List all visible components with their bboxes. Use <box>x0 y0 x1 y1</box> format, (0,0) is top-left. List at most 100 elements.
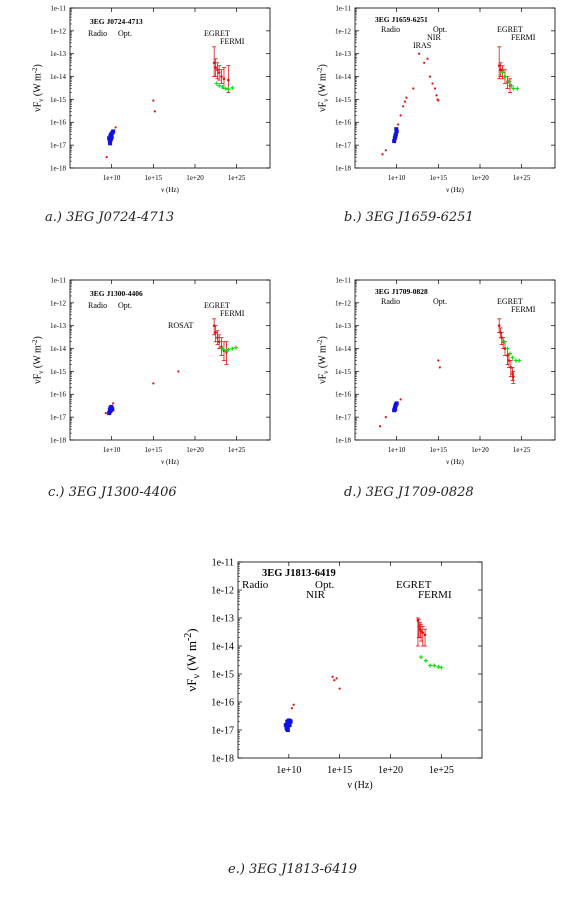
y-tick-label: 1e-14 <box>50 345 66 353</box>
x-axis-label: ν (Hz) <box>161 186 179 194</box>
egret-point <box>212 61 216 65</box>
y-tick-label: 1e-17 <box>50 414 66 422</box>
other-point <box>333 679 336 682</box>
other-point <box>114 126 117 129</box>
radio-point <box>394 127 399 132</box>
egret-point <box>512 375 515 378</box>
y-tick-label: 1e-13 <box>50 50 66 58</box>
egret-point <box>220 75 223 78</box>
y-tick-label: 1e-12 <box>335 27 351 35</box>
other-point <box>438 366 441 369</box>
band-label-egret: EGRET <box>204 29 230 38</box>
x-tick-label: 1e+20 <box>186 446 204 454</box>
other-point <box>381 153 384 156</box>
other-point <box>405 96 408 99</box>
band-label-opt: Opt. <box>315 579 335 591</box>
band-label-egret: EGRET <box>497 25 523 34</box>
chart-title: 3EG J1813-6419 <box>262 568 336 579</box>
egret-point <box>419 629 423 633</box>
chart-svg-d: 1e-11 1e-12 1e-13 1e-14 1e-15 1e-16 1e-17 1e-18… <box>316 276 556 466</box>
chart-title: 3EG J1300-4406 <box>90 289 143 298</box>
radio-point <box>108 141 113 146</box>
band-label-opt: Opt. <box>118 301 132 310</box>
radio-point <box>109 132 114 137</box>
x-axis-label: ν (Hz) <box>446 458 464 466</box>
egret-point <box>423 633 427 637</box>
y-tick-label: 1e-12 <box>50 299 66 307</box>
y-tick-label: 1e-17 <box>335 414 351 422</box>
radio-point <box>287 718 292 723</box>
caption-c: c.) 3EG J1300-4406 <box>48 485 177 500</box>
plot-frame <box>69 7 271 169</box>
other-point <box>428 75 432 78</box>
y-tick-label: 1e-11 <box>50 4 66 12</box>
other-point <box>399 114 402 117</box>
y-tick-label: 1e-14 <box>211 642 234 653</box>
band-label-egret: EGRET <box>396 579 432 591</box>
x-tick-label: 1e+15 <box>430 174 448 182</box>
other-point <box>153 110 156 113</box>
radio-point <box>284 726 289 731</box>
egret-point <box>217 71 221 74</box>
caption-b: b.) 3EG J1659-6251 <box>344 210 474 225</box>
band-label-fermi: FERMI <box>511 305 536 314</box>
other-point <box>104 412 107 415</box>
x-axis-label: ν (Hz) <box>446 186 464 194</box>
radio-point <box>109 135 114 140</box>
other-point <box>384 149 387 152</box>
egret-point <box>227 78 230 82</box>
radio-point <box>393 407 398 412</box>
egret-point <box>503 347 507 350</box>
y-axis-label: νFν (W m-2) <box>183 628 203 691</box>
y-tick-label: 1e-12 <box>211 586 234 597</box>
y-tick-label: 1e-12 <box>335 299 351 307</box>
other-point <box>397 123 400 126</box>
y-tick-label: 1e-16 <box>211 698 234 709</box>
x-tick-label: 1e+15 <box>430 446 448 454</box>
egret-point <box>216 68 219 71</box>
band-label-radio: Radio <box>381 25 400 34</box>
band-label-fermi: FERMI <box>220 309 245 318</box>
y-tick-label: 1e-17 <box>211 726 234 737</box>
radio-point <box>286 723 291 728</box>
other-point <box>435 94 438 97</box>
x-tick-label: 1e+25 <box>513 174 531 182</box>
band-label-radio: Radio <box>381 297 400 306</box>
y-tick-label: 1e-13 <box>50 322 66 330</box>
other-point <box>335 677 338 680</box>
chart-panel-e: 1e-11 1e-12 1e-13 1e-14 1e-15 1e-16 1e-17 1e-18… <box>150 550 490 800</box>
radio-point <box>394 401 399 406</box>
y-tick-label: 1e-11 <box>335 276 351 284</box>
other-point <box>431 82 434 85</box>
band-label-rosat: ROSAT <box>168 321 193 330</box>
band-label-fermi: FERMI <box>220 37 245 46</box>
x-tick-label: 1e+10 <box>103 174 121 182</box>
other-point <box>177 370 180 373</box>
other-point <box>418 52 421 55</box>
y-tick-label: 1e-11 <box>335 4 351 12</box>
other-point <box>338 687 341 690</box>
plot-frame <box>237 561 483 759</box>
radio-point <box>283 723 288 728</box>
x-tick-label: 1e+10 <box>103 446 121 454</box>
y-tick-label: 1e-18 <box>50 436 66 444</box>
x-tick-label: 1e+25 <box>228 446 246 454</box>
other-point <box>399 398 402 401</box>
band-label-fermi: FERMI <box>418 589 452 601</box>
other-point <box>378 425 382 428</box>
radio-point <box>108 409 113 414</box>
other-point <box>423 61 426 64</box>
other-point <box>152 99 155 102</box>
egret-point <box>506 354 509 357</box>
y-tick-label: 1e-11 <box>50 276 66 284</box>
chart-panel-c: 1e-11 1e-12 1e-13 1e-14 1e-15 1e-16 1e-17 1e-18… <box>0 272 285 472</box>
y-tick-label: 1e-15 <box>211 670 234 681</box>
y-tick-label: 1e-18 <box>50 164 66 172</box>
other-point <box>152 382 155 385</box>
y-tick-label: 1e-17 <box>335 142 351 150</box>
plot-frame <box>354 7 556 169</box>
chart-title: 3EG J1659-6251 <box>375 15 428 24</box>
x-tick-label: 1e+10 <box>388 446 406 454</box>
band-label-nir: NIR <box>427 33 441 42</box>
y-tick-label: 1e-18 <box>211 754 234 765</box>
